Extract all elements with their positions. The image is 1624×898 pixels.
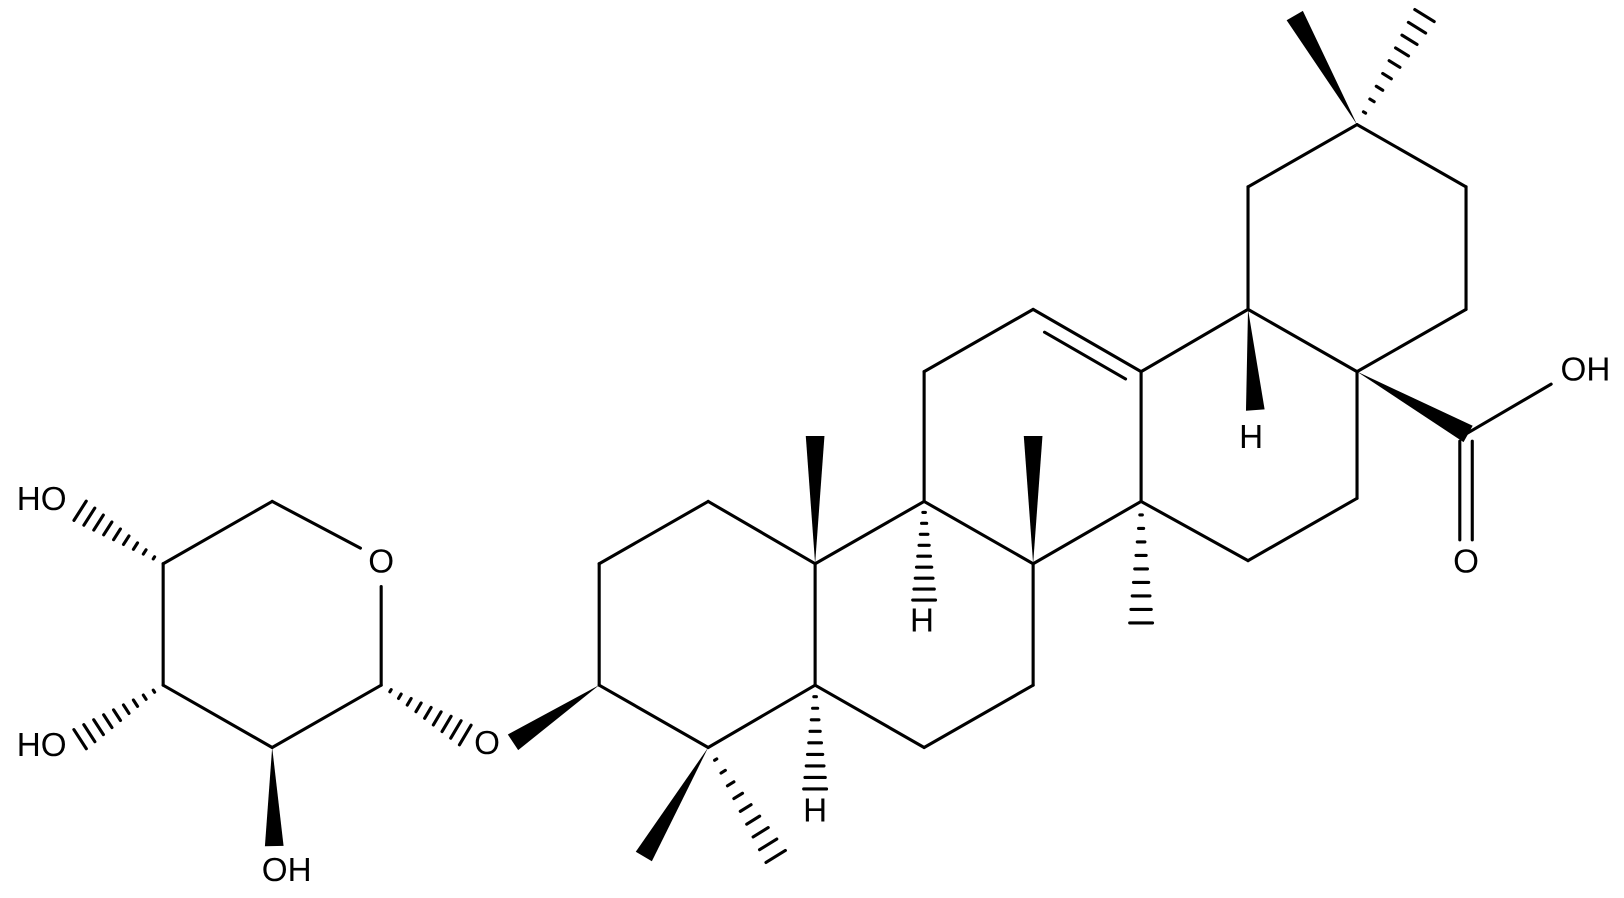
bond — [922, 499, 1035, 566]
bond — [706, 683, 817, 750]
hash-bond — [431, 710, 443, 727]
hash-bond — [1413, 8, 1436, 24]
hash-bond — [1381, 71, 1393, 81]
hash-bond — [151, 688, 157, 694]
bond — [813, 683, 926, 750]
wedge-bond — [507, 685, 600, 751]
bond — [161, 499, 274, 566]
atom-label: OH — [1561, 351, 1611, 388]
wedge-bond — [1357, 371, 1473, 443]
bond — [1464, 382, 1553, 436]
hash-bond — [1406, 20, 1428, 35]
hash-bond — [82, 723, 97, 744]
bond — [1355, 123, 1468, 189]
hash-bond — [82, 506, 97, 527]
hash-bond — [121, 534, 131, 547]
hash-bond — [102, 713, 114, 730]
atom-label: H — [910, 603, 934, 640]
bond — [1139, 307, 1250, 374]
bond — [161, 683, 274, 750]
hash-bond — [72, 728, 88, 751]
hash-bond — [92, 513, 105, 532]
bond — [1031, 499, 1143, 566]
atom-label: O — [1453, 543, 1479, 580]
bond — [706, 499, 817, 566]
hash-bond — [440, 714, 453, 734]
hash-bond — [102, 520, 114, 537]
hash-bond — [112, 708, 123, 723]
wedge-bond — [264, 747, 284, 847]
bond — [1139, 499, 1250, 563]
bond — [270, 683, 383, 750]
bond — [597, 499, 710, 566]
wedge-bond — [635, 747, 709, 862]
hash-bond — [764, 848, 787, 865]
hash-bond — [151, 555, 157, 561]
hash-bond — [112, 527, 122, 542]
hash-bond — [1400, 33, 1419, 47]
hash-bond — [757, 837, 779, 852]
hash-bond — [423, 705, 433, 720]
bond — [270, 499, 362, 550]
wedge-bond — [805, 436, 825, 564]
hash-bond — [388, 688, 393, 694]
hash-bond — [719, 768, 727, 775]
bonds — [72, 8, 1553, 865]
atom-label: O — [474, 725, 500, 762]
hash-bond — [725, 780, 736, 788]
atom-label: O — [368, 543, 394, 580]
hash-bond — [738, 803, 753, 813]
hash-bond — [745, 814, 762, 826]
bond — [1042, 330, 1128, 381]
hash-bond — [1368, 97, 1376, 104]
hash-bond — [1393, 46, 1411, 58]
bond — [922, 307, 1035, 374]
hash-bond — [449, 719, 463, 740]
atom-label: H — [1239, 419, 1263, 456]
wedge-bond — [1286, 10, 1358, 125]
hash-bond — [1374, 84, 1385, 92]
atom-label: H — [803, 793, 827, 830]
hash-bond — [397, 692, 403, 700]
hash-bond — [1361, 110, 1368, 115]
bond — [1246, 307, 1359, 374]
wedge-bond — [1023, 436, 1043, 564]
bond — [597, 683, 710, 750]
hash-bond — [121, 703, 131, 715]
hash-bond — [713, 757, 719, 762]
hash-bond — [92, 718, 105, 737]
hash-bond — [751, 826, 770, 839]
hash-bond — [732, 791, 745, 801]
hash-bond — [414, 701, 423, 714]
bond — [1246, 123, 1359, 189]
bond — [813, 499, 926, 566]
bond — [1246, 496, 1359, 563]
bond — [922, 683, 1035, 750]
hash-bond — [141, 548, 148, 556]
atom-label: HO — [17, 727, 67, 764]
hash-bond — [141, 693, 148, 701]
wedge-bond — [1245, 309, 1265, 411]
hash-bond — [131, 541, 140, 551]
atom-label: HO — [17, 481, 67, 518]
hash-bond — [405, 696, 413, 707]
bond — [1355, 307, 1468, 374]
atom-label: OH — [262, 852, 312, 889]
bond — [1031, 307, 1143, 374]
hash-bond — [1387, 59, 1402, 69]
hash-bond — [72, 499, 88, 522]
hash-bond — [457, 723, 473, 747]
hash-bond — [131, 698, 140, 708]
